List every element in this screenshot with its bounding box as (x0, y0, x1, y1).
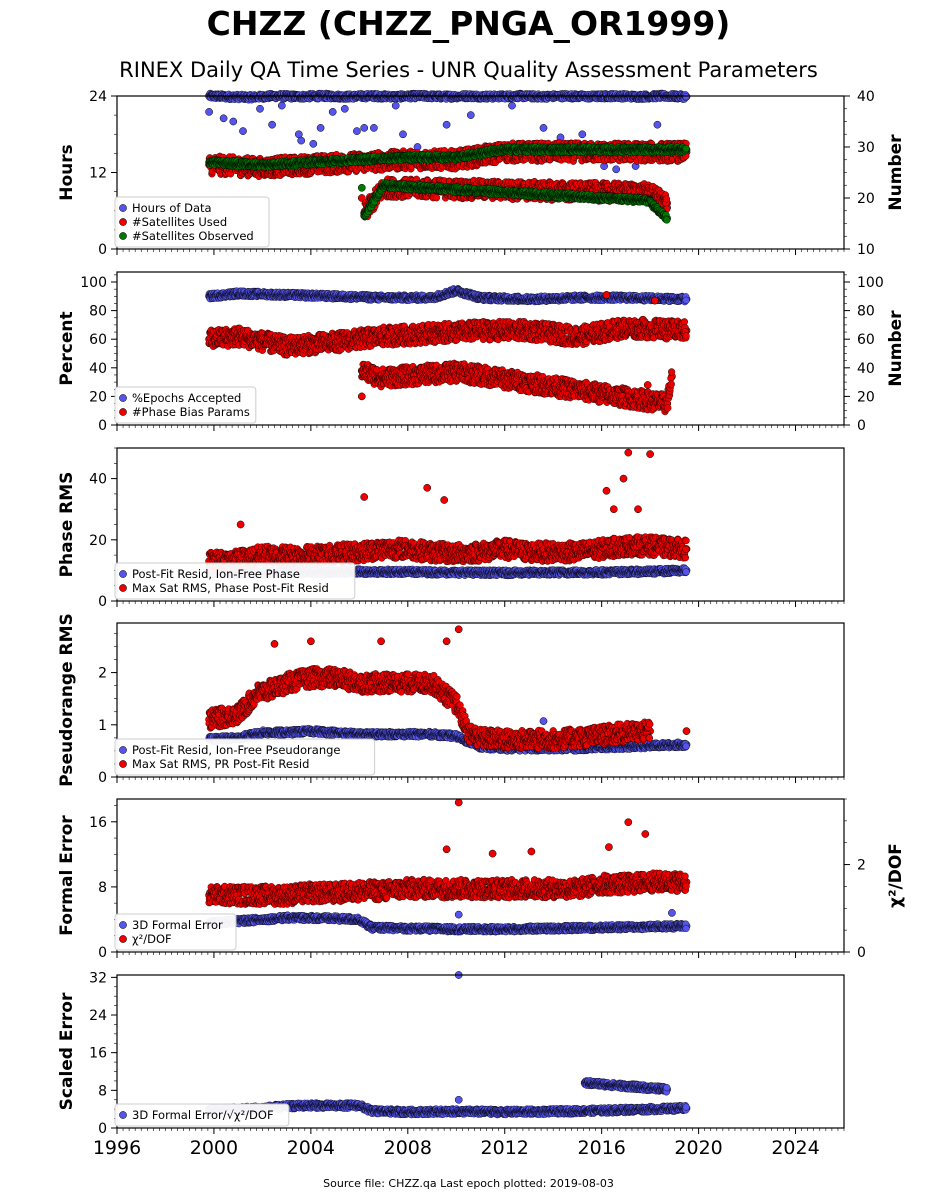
data-point (329, 108, 336, 115)
data-point (358, 184, 365, 191)
qa-time-series-figure: 01224Hours10203040NumberHours of Data#Sa… (0, 0, 937, 1200)
data-point (278, 102, 285, 109)
data-point (298, 137, 305, 144)
data-point (220, 115, 227, 122)
data-point (256, 105, 263, 112)
data-point-cloud (433, 194, 440, 201)
data-point (399, 131, 406, 138)
data-point (654, 121, 661, 128)
data-point (392, 102, 399, 109)
data-point (540, 124, 547, 131)
data-point (443, 121, 450, 128)
panel-1-points (206, 90, 691, 223)
data-point-cloud (663, 195, 670, 202)
data-point (508, 102, 515, 109)
data-point (370, 124, 377, 131)
data-point (310, 140, 317, 147)
data-point (579, 131, 586, 138)
data-point (230, 118, 237, 125)
data-point (239, 128, 246, 135)
data-point (317, 124, 324, 131)
data-point (341, 105, 348, 112)
data-point-cloud (683, 93, 690, 100)
data-point (353, 128, 360, 135)
data-point (269, 121, 276, 128)
data-point (613, 166, 620, 173)
data-point (206, 108, 213, 115)
data-point (361, 124, 368, 131)
data-point (467, 112, 474, 119)
